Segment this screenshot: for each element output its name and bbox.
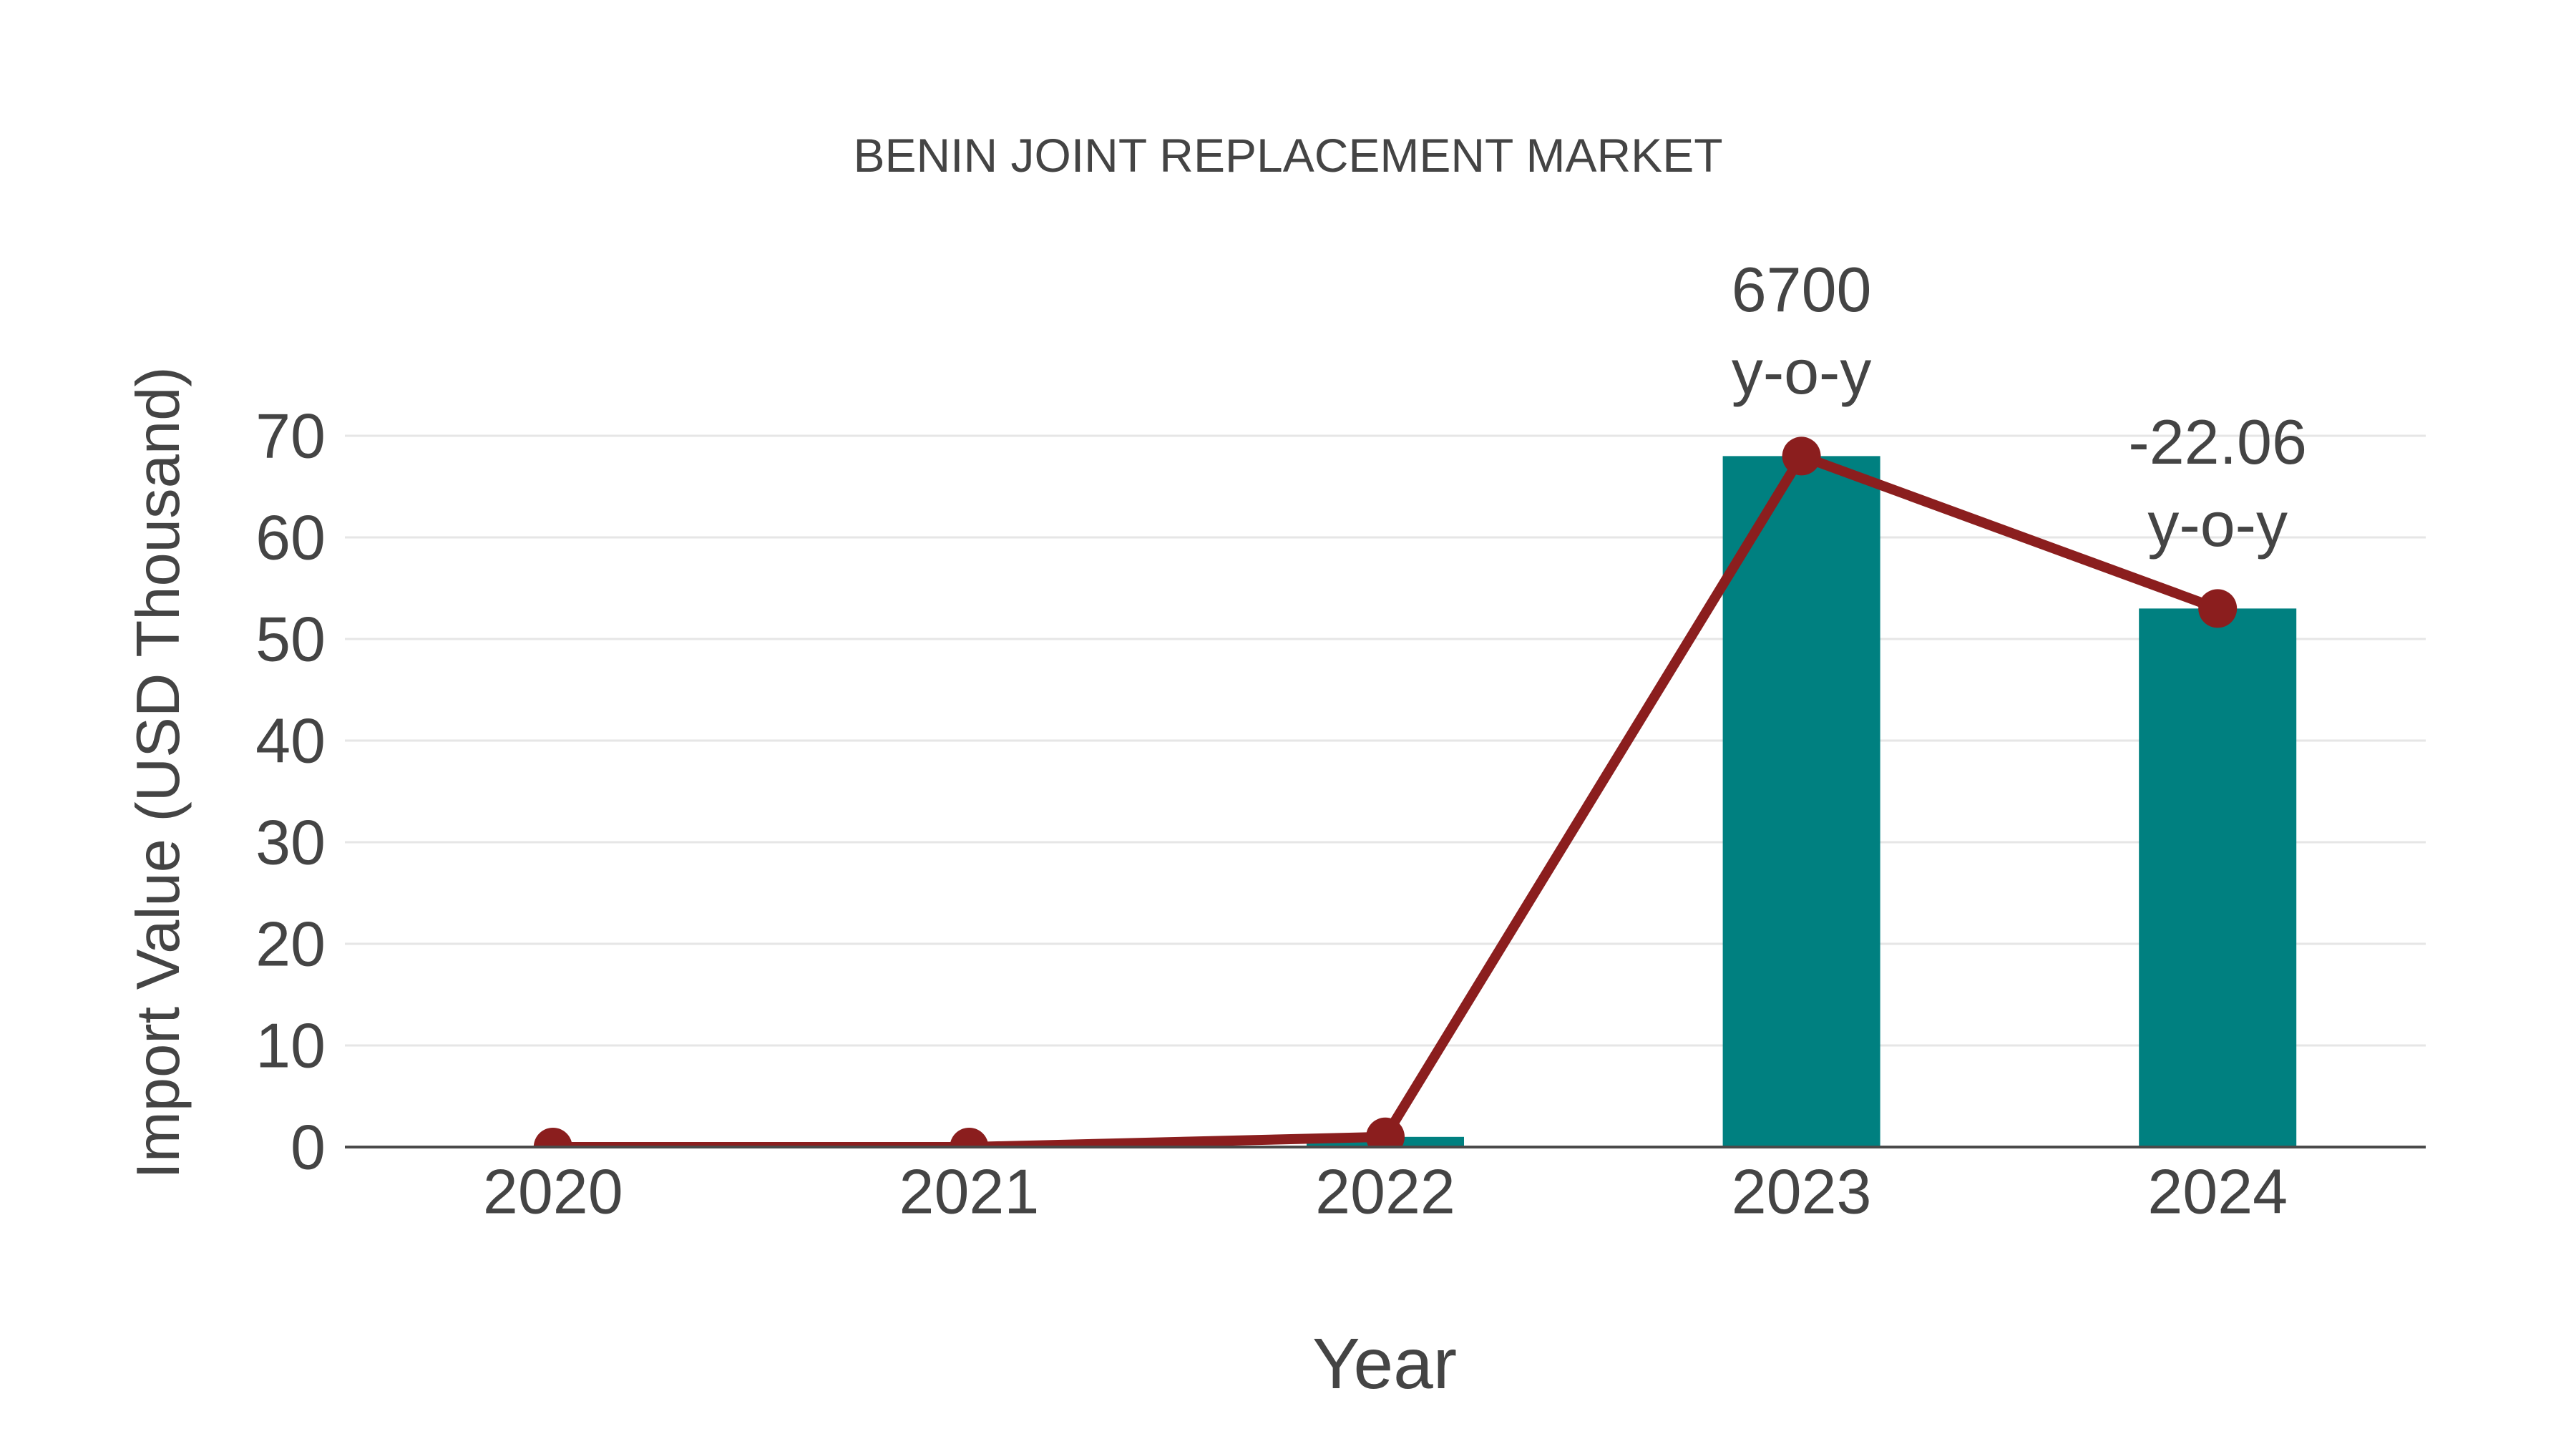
bar-layer (1307, 456, 2297, 1147)
line-point-2024 (2198, 589, 2238, 628)
y-tick-20: 20 (255, 909, 326, 980)
x-axis-title: Year (1312, 1324, 1457, 1404)
line-point-2020 (533, 1128, 572, 1147)
line-point-2021 (950, 1128, 989, 1147)
annotation-2023-value: 6700 (1732, 254, 1872, 325)
line-layer (533, 436, 2238, 1147)
y-axis-title: Import Value (USD Thousand) (125, 366, 192, 1179)
line-point-2022 (1366, 1117, 1405, 1147)
y-tick-70: 70 (255, 401, 326, 472)
x-tick-2023: 2023 (1732, 1156, 1872, 1227)
x-tick-2021: 2021 (899, 1156, 1040, 1227)
annotation-2024-value: -22.06 (2128, 406, 2307, 477)
chart-title: BENIN JOINT REPLACEMENT MARKET (853, 129, 1722, 182)
y-tick-10: 10 (255, 1010, 326, 1081)
grid-layer (345, 434, 2426, 1047)
bar-2024 (2139, 608, 2297, 1147)
y-tick-0: 0 (291, 1112, 326, 1183)
trend-line (552, 449, 2220, 1147)
y-tick-50: 50 (255, 604, 326, 675)
y-tick-60: 60 (255, 502, 326, 573)
x-tick-2022: 2022 (1315, 1156, 1455, 1227)
y-tick-40: 40 (255, 706, 326, 776)
bar-2023 (1722, 456, 1880, 1147)
x-tick-2024: 2024 (2147, 1156, 2288, 1227)
line-point-2023 (1782, 436, 1821, 476)
annotation-2023-label: y-o-y (1732, 336, 1872, 407)
annotation-layer: 6700 y-o-y -22.06 y-o-y (1732, 254, 2307, 560)
y-tick-30: 30 (255, 807, 326, 878)
tick-layer: 0 10 20 30 40 50 60 70 2020 2021 2022 2023 2024 (255, 401, 2288, 1227)
x-tick-2020: 2020 (483, 1156, 623, 1227)
annotation-2024-label: y-o-y (2147, 489, 2288, 560)
